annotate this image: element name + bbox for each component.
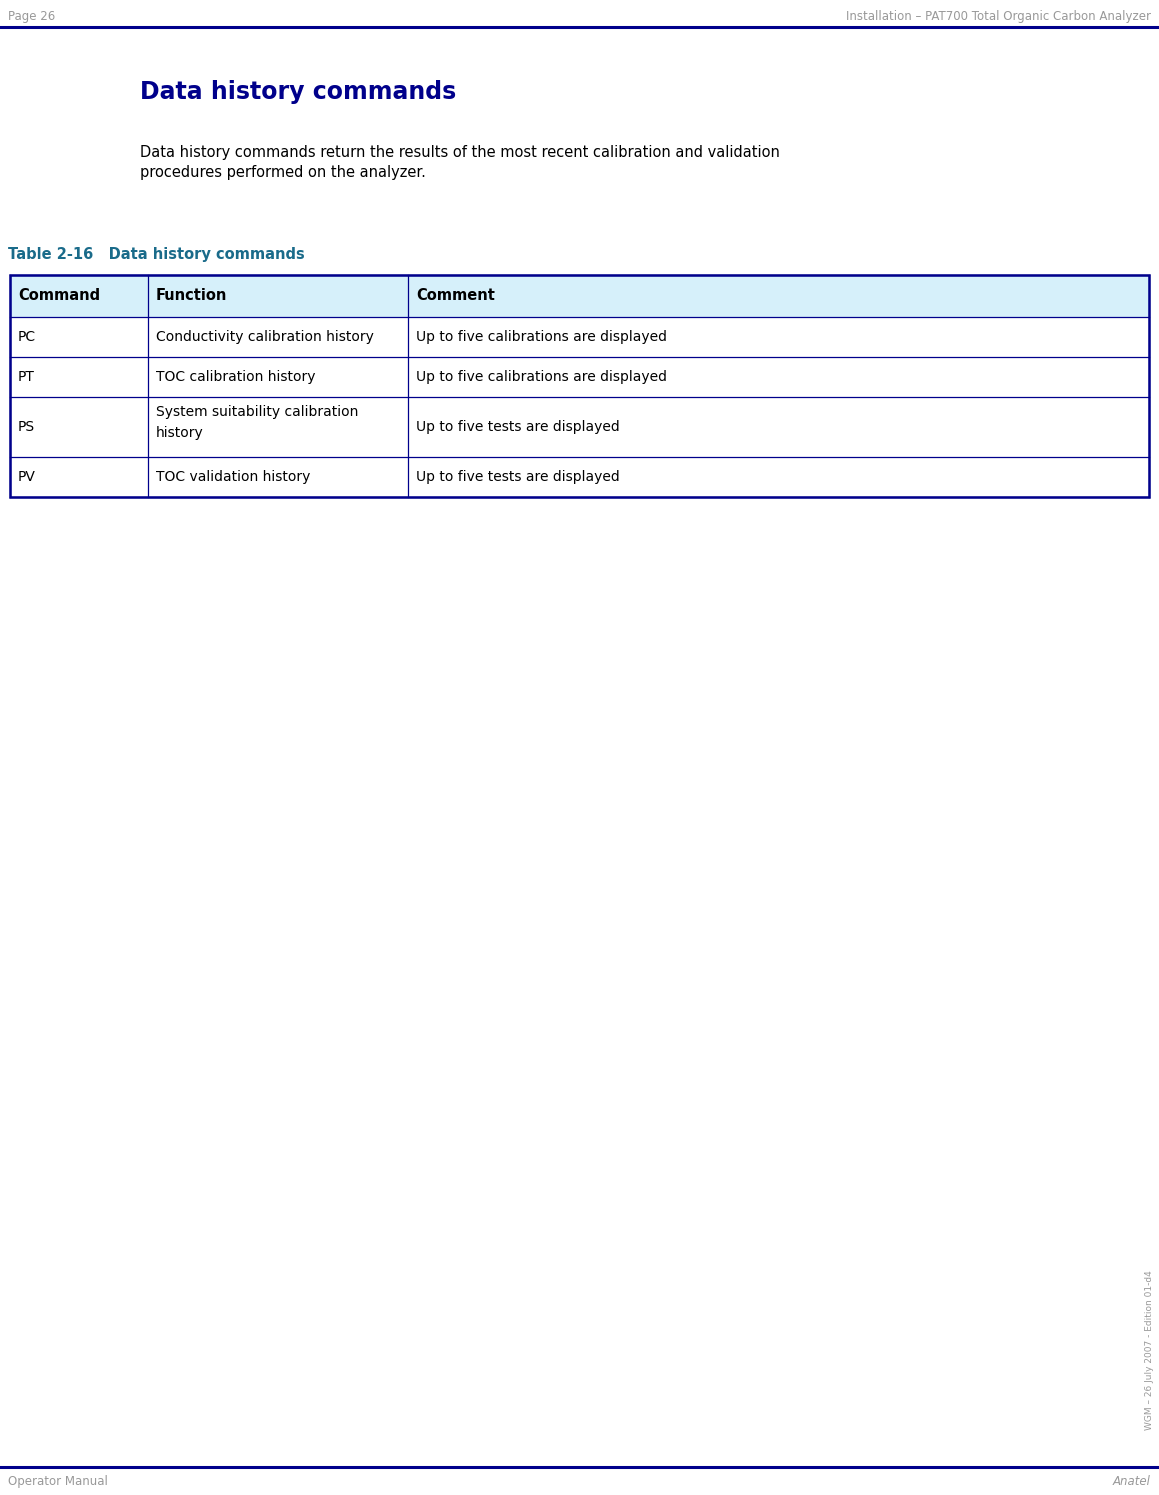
Text: Installation – PAT700 Total Organic Carbon Analyzer: Installation – PAT700 Total Organic Carb…: [846, 10, 1151, 22]
Bar: [10, 357, 1149, 398]
Text: Up to five calibrations are displayed: Up to five calibrations are displayed: [416, 369, 666, 384]
Bar: [10, 275, 1149, 496]
Text: System suitability calibration
history: System suitability calibration history: [156, 405, 358, 440]
Text: Function: Function: [156, 289, 227, 303]
Text: PV: PV: [19, 469, 36, 484]
Text: Data history commands: Data history commands: [140, 81, 457, 105]
Bar: [10, 317, 1149, 357]
Text: Page 26: Page 26: [8, 10, 56, 22]
Text: Comment: Comment: [416, 289, 495, 303]
Text: TOC calibration history: TOC calibration history: [156, 369, 315, 384]
Text: PC: PC: [19, 330, 36, 344]
Text: Table 2-16   Data history commands: Table 2-16 Data history commands: [8, 247, 305, 262]
Text: TOC validation history: TOC validation history: [156, 469, 311, 484]
Text: Anatel: Anatel: [1113, 1476, 1151, 1488]
Bar: [10, 275, 1149, 317]
Bar: [10, 457, 1149, 496]
Text: Up to five tests are displayed: Up to five tests are displayed: [416, 420, 620, 434]
Text: Up to five tests are displayed: Up to five tests are displayed: [416, 469, 620, 484]
Text: Data history commands return the results of the most recent calibration and vali: Data history commands return the results…: [140, 145, 780, 160]
Bar: [10, 398, 1149, 457]
Text: PT: PT: [19, 369, 35, 384]
Text: Command: Command: [19, 289, 100, 303]
Text: Operator Manual: Operator Manual: [8, 1476, 108, 1488]
Text: Up to five calibrations are displayed: Up to five calibrations are displayed: [416, 330, 666, 344]
Text: Conductivity calibration history: Conductivity calibration history: [156, 330, 374, 344]
Text: procedures performed on the analyzer.: procedures performed on the analyzer.: [140, 164, 425, 179]
Text: WGM – 26 July 2007 - Edition 01-d4: WGM – 26 July 2007 - Edition 01-d4: [1144, 1271, 1153, 1429]
Text: PS: PS: [19, 420, 35, 434]
